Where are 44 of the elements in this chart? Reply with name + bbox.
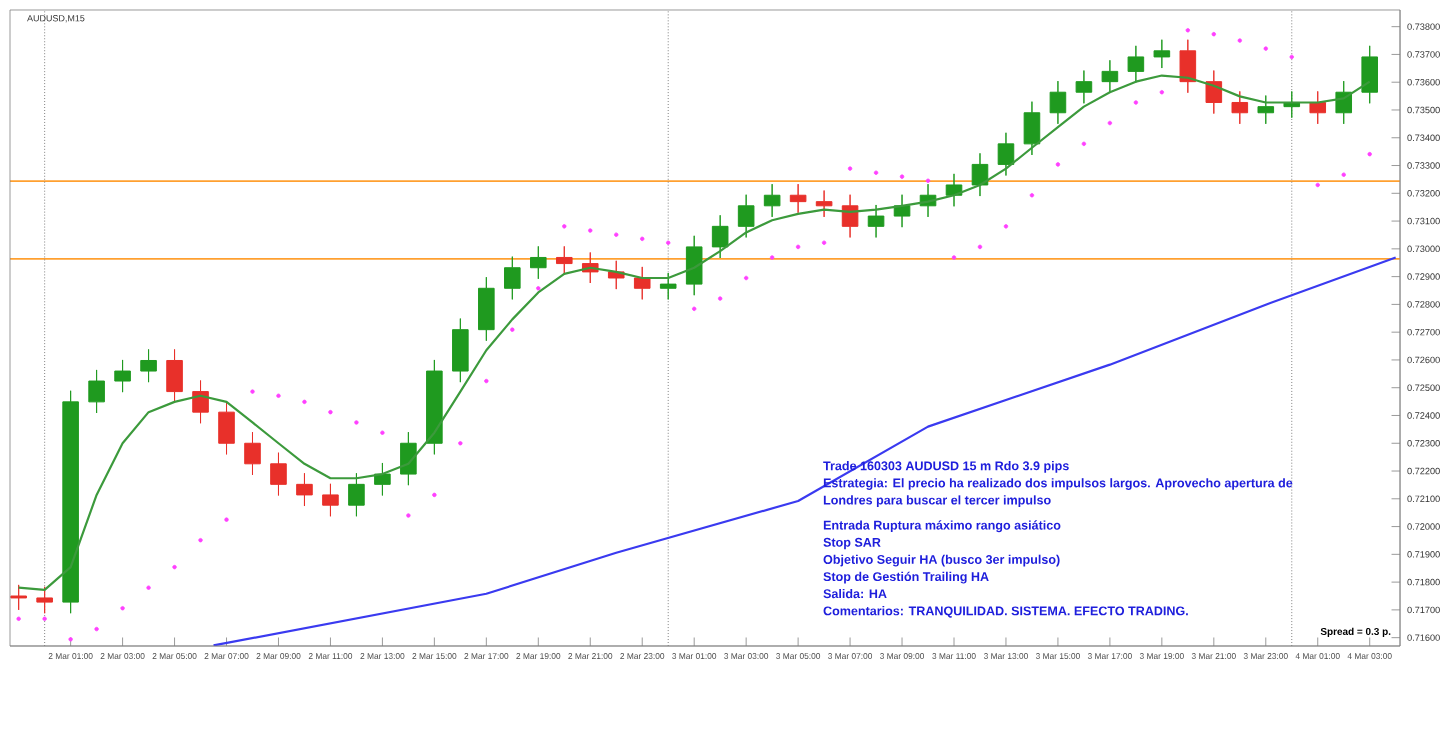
candlestick	[1257, 95, 1275, 125]
candlestick	[1153, 39, 1171, 69]
candlestick	[452, 318, 469, 383]
candlestick	[815, 190, 833, 218]
candlestick	[504, 256, 521, 300]
candlestick	[1049, 80, 1067, 125]
candlestick	[711, 214, 729, 259]
candlestick	[478, 276, 495, 342]
candlestick	[244, 431, 261, 476]
candlestick	[867, 204, 885, 238]
candlestick	[192, 379, 209, 424]
candlestick	[322, 483, 339, 517]
candlestick	[737, 194, 755, 238]
candlestick	[374, 462, 391, 496]
candlestick	[296, 472, 313, 507]
candlestick	[1075, 70, 1093, 104]
candlestick	[10, 584, 27, 611]
candlestick	[685, 235, 703, 296]
candlestick	[633, 266, 651, 300]
candlestick	[1101, 59, 1119, 94]
candlestick	[114, 359, 131, 393]
candlestick	[140, 348, 157, 383]
candlestick	[1127, 45, 1145, 83]
candlestick	[400, 431, 417, 486]
candlestick	[530, 245, 547, 280]
candlestick	[166, 348, 183, 404]
candlestick	[1205, 70, 1223, 115]
candlestick	[1231, 90, 1249, 125]
candlestick	[1179, 39, 1197, 94]
candlestick	[36, 586, 53, 614]
candlestick	[555, 245, 573, 276]
candlestick	[1023, 101, 1041, 156]
candlestick	[789, 183, 807, 214]
candlestick	[763, 183, 781, 218]
candlestick	[997, 132, 1015, 177]
candlestick	[62, 390, 79, 614]
candlestick	[971, 152, 989, 197]
candlestick	[88, 369, 105, 414]
candlestick	[1361, 45, 1378, 104]
candlestick	[348, 472, 365, 517]
candlestick	[218, 400, 235, 455]
candlestick	[659, 272, 677, 300]
candlestick	[270, 452, 287, 496]
candlestick	[426, 359, 443, 455]
